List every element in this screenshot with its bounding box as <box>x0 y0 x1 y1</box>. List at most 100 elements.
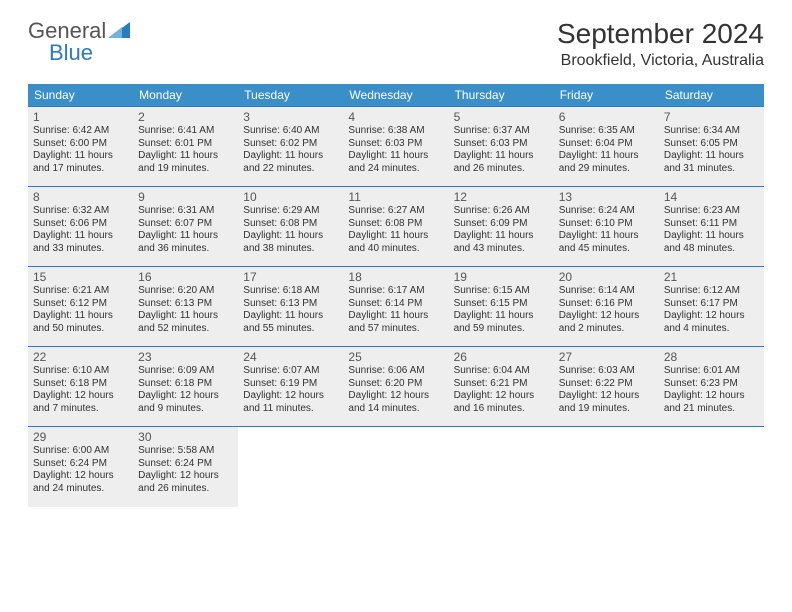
day-number: 13 <box>559 190 654 204</box>
calendar-empty-cell <box>659 427 764 507</box>
calendar-week-row: 15Sunrise: 6:21 AMSunset: 6:12 PMDayligh… <box>28 267 764 347</box>
day-info: Sunrise: 6:01 AMSunset: 6:23 PMDaylight:… <box>664 365 759 415</box>
day-number: 11 <box>348 190 443 204</box>
calendar-day-cell: 26Sunrise: 6:04 AMSunset: 6:21 PMDayligh… <box>449 347 554 427</box>
calendar-day-cell: 14Sunrise: 6:23 AMSunset: 6:11 PMDayligh… <box>659 187 764 267</box>
day-info: Sunrise: 6:40 AMSunset: 6:02 PMDaylight:… <box>243 125 338 175</box>
weekday-header: Friday <box>554 84 659 107</box>
day-number: 3 <box>243 110 338 124</box>
day-info: Sunrise: 6:14 AMSunset: 6:16 PMDaylight:… <box>559 285 654 335</box>
month-title: September 2024 <box>557 18 764 50</box>
weekday-header: Saturday <box>659 84 764 107</box>
day-number: 2 <box>138 110 233 124</box>
calendar-day-cell: 7Sunrise: 6:34 AMSunset: 6:05 PMDaylight… <box>659 107 764 187</box>
day-info: Sunrise: 6:29 AMSunset: 6:08 PMDaylight:… <box>243 205 338 255</box>
day-info: Sunrise: 6:24 AMSunset: 6:10 PMDaylight:… <box>559 205 654 255</box>
day-number: 12 <box>454 190 549 204</box>
calendar-day-cell: 21Sunrise: 6:12 AMSunset: 6:17 PMDayligh… <box>659 267 764 347</box>
calendar-day-cell: 9Sunrise: 6:31 AMSunset: 6:07 PMDaylight… <box>133 187 238 267</box>
calendar-week-row: 22Sunrise: 6:10 AMSunset: 6:18 PMDayligh… <box>28 347 764 427</box>
calendar-day-cell: 11Sunrise: 6:27 AMSunset: 6:08 PMDayligh… <box>343 187 448 267</box>
calendar-day-cell: 17Sunrise: 6:18 AMSunset: 6:13 PMDayligh… <box>238 267 343 347</box>
calendar-day-cell: 24Sunrise: 6:07 AMSunset: 6:19 PMDayligh… <box>238 347 343 427</box>
calendar-day-cell: 15Sunrise: 6:21 AMSunset: 6:12 PMDayligh… <box>28 267 133 347</box>
calendar-empty-cell <box>238 427 343 507</box>
logo-triangle-icon <box>108 18 130 44</box>
day-info: Sunrise: 6:41 AMSunset: 6:01 PMDaylight:… <box>138 125 233 175</box>
day-number: 23 <box>138 350 233 364</box>
day-number: 19 <box>454 270 549 284</box>
calendar-day-cell: 10Sunrise: 6:29 AMSunset: 6:08 PMDayligh… <box>238 187 343 267</box>
day-info: Sunrise: 6:26 AMSunset: 6:09 PMDaylight:… <box>454 205 549 255</box>
day-number: 6 <box>559 110 654 124</box>
day-number: 17 <box>243 270 338 284</box>
day-info: Sunrise: 6:31 AMSunset: 6:07 PMDaylight:… <box>138 205 233 255</box>
day-number: 20 <box>559 270 654 284</box>
day-info: Sunrise: 6:06 AMSunset: 6:20 PMDaylight:… <box>348 365 443 415</box>
day-number: 18 <box>348 270 443 284</box>
day-number: 15 <box>33 270 128 284</box>
day-info: Sunrise: 6:27 AMSunset: 6:08 PMDaylight:… <box>348 205 443 255</box>
day-number: 27 <box>559 350 654 364</box>
weekday-header: Sunday <box>28 84 133 107</box>
calendar-day-cell: 29Sunrise: 6:00 AMSunset: 6:24 PMDayligh… <box>28 427 133 507</box>
weekday-header: Tuesday <box>238 84 343 107</box>
day-number: 22 <box>33 350 128 364</box>
calendar-day-cell: 16Sunrise: 6:20 AMSunset: 6:13 PMDayligh… <box>133 267 238 347</box>
day-number: 5 <box>454 110 549 124</box>
day-info: Sunrise: 6:15 AMSunset: 6:15 PMDaylight:… <box>454 285 549 335</box>
calendar-day-cell: 25Sunrise: 6:06 AMSunset: 6:20 PMDayligh… <box>343 347 448 427</box>
day-number: 1 <box>33 110 128 124</box>
day-number: 26 <box>454 350 549 364</box>
day-info: Sunrise: 6:37 AMSunset: 6:03 PMDaylight:… <box>454 125 549 175</box>
day-number: 30 <box>138 430 233 444</box>
day-info: Sunrise: 6:38 AMSunset: 6:03 PMDaylight:… <box>348 125 443 175</box>
location: Brookfield, Victoria, Australia <box>557 52 764 70</box>
day-info: Sunrise: 6:17 AMSunset: 6:14 PMDaylight:… <box>348 285 443 335</box>
day-number: 10 <box>243 190 338 204</box>
calendar-week-row: 1Sunrise: 6:42 AMSunset: 6:00 PMDaylight… <box>28 107 764 187</box>
calendar-empty-cell <box>554 427 659 507</box>
day-info: Sunrise: 6:03 AMSunset: 6:22 PMDaylight:… <box>559 365 654 415</box>
day-number: 16 <box>138 270 233 284</box>
weekday-header: Wednesday <box>343 84 448 107</box>
day-info: Sunrise: 6:23 AMSunset: 6:11 PMDaylight:… <box>664 205 759 255</box>
calendar-empty-cell <box>343 427 448 507</box>
calendar-day-cell: 19Sunrise: 6:15 AMSunset: 6:15 PMDayligh… <box>449 267 554 347</box>
day-number: 29 <box>33 430 128 444</box>
calendar-week-row: 8Sunrise: 6:32 AMSunset: 6:06 PMDaylight… <box>28 187 764 267</box>
calendar-day-cell: 1Sunrise: 6:42 AMSunset: 6:00 PMDaylight… <box>28 107 133 187</box>
calendar-day-cell: 12Sunrise: 6:26 AMSunset: 6:09 PMDayligh… <box>449 187 554 267</box>
weekday-header-row: SundayMondayTuesdayWednesdayThursdayFrid… <box>28 84 764 107</box>
calendar-day-cell: 20Sunrise: 6:14 AMSunset: 6:16 PMDayligh… <box>554 267 659 347</box>
calendar-day-cell: 23Sunrise: 6:09 AMSunset: 6:18 PMDayligh… <box>133 347 238 427</box>
calendar-empty-cell <box>449 427 554 507</box>
day-number: 24 <box>243 350 338 364</box>
day-number: 25 <box>348 350 443 364</box>
day-info: Sunrise: 6:21 AMSunset: 6:12 PMDaylight:… <box>33 285 128 335</box>
day-info: Sunrise: 6:09 AMSunset: 6:18 PMDaylight:… <box>138 365 233 415</box>
day-info: Sunrise: 6:32 AMSunset: 6:06 PMDaylight:… <box>33 205 128 255</box>
calendar-day-cell: 3Sunrise: 6:40 AMSunset: 6:02 PMDaylight… <box>238 107 343 187</box>
day-info: Sunrise: 6:10 AMSunset: 6:18 PMDaylight:… <box>33 365 128 415</box>
calendar-day-cell: 30Sunrise: 5:58 AMSunset: 6:24 PMDayligh… <box>133 427 238 507</box>
weekday-header: Monday <box>133 84 238 107</box>
day-number: 14 <box>664 190 759 204</box>
day-number: 28 <box>664 350 759 364</box>
day-info: Sunrise: 6:20 AMSunset: 6:13 PMDaylight:… <box>138 285 233 335</box>
calendar-day-cell: 13Sunrise: 6:24 AMSunset: 6:10 PMDayligh… <box>554 187 659 267</box>
calendar-body: 1Sunrise: 6:42 AMSunset: 6:00 PMDaylight… <box>28 107 764 507</box>
day-number: 21 <box>664 270 759 284</box>
calendar-day-cell: 4Sunrise: 6:38 AMSunset: 6:03 PMDaylight… <box>343 107 448 187</box>
day-info: Sunrise: 6:34 AMSunset: 6:05 PMDaylight:… <box>664 125 759 175</box>
day-info: Sunrise: 6:35 AMSunset: 6:04 PMDaylight:… <box>559 125 654 175</box>
day-number: 8 <box>33 190 128 204</box>
title-block: September 2024 Brookfield, Victoria, Aus… <box>557 18 764 70</box>
day-number: 7 <box>664 110 759 124</box>
day-number: 4 <box>348 110 443 124</box>
calendar-day-cell: 22Sunrise: 6:10 AMSunset: 6:18 PMDayligh… <box>28 347 133 427</box>
weekday-header: Thursday <box>449 84 554 107</box>
day-info: Sunrise: 6:07 AMSunset: 6:19 PMDaylight:… <box>243 365 338 415</box>
day-info: Sunrise: 6:18 AMSunset: 6:13 PMDaylight:… <box>243 285 338 335</box>
calendar-week-row: 29Sunrise: 6:00 AMSunset: 6:24 PMDayligh… <box>28 427 764 507</box>
